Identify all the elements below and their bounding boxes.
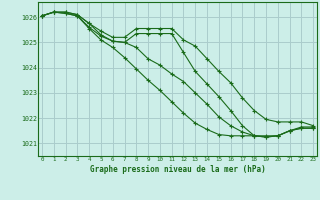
X-axis label: Graphe pression niveau de la mer (hPa): Graphe pression niveau de la mer (hPa) (90, 165, 266, 174)
